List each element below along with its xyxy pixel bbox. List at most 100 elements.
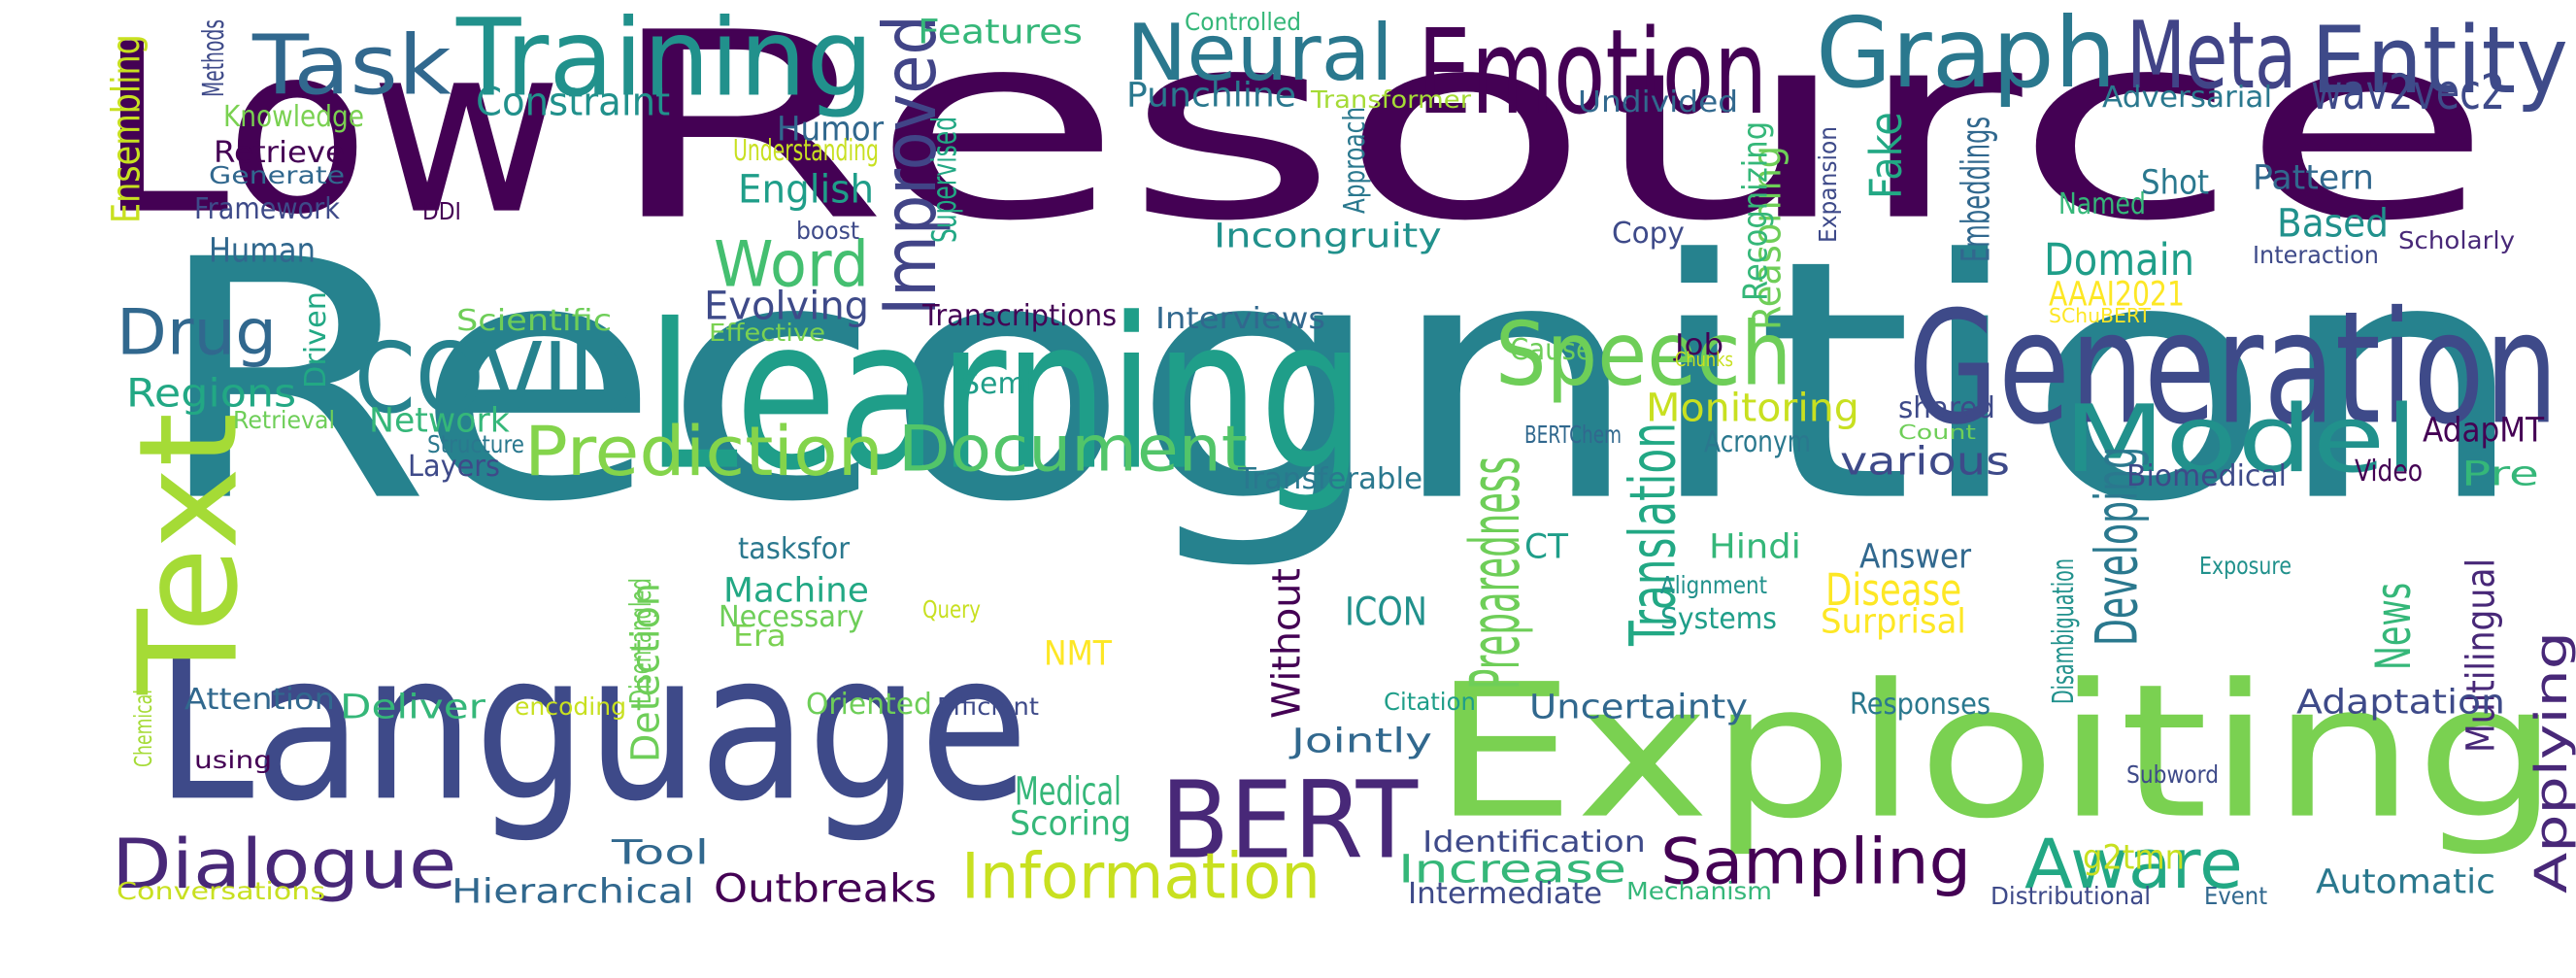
cloud-word: tasksfor	[738, 531, 851, 566]
cloud-word: Pre	[2461, 453, 2539, 493]
cloud-word: Controlled	[1185, 7, 1302, 36]
cloud-word: Automatic	[2316, 860, 2495, 901]
cloud-word: Neural	[1126, 7, 1393, 99]
cloud-word: Aware	[2024, 824, 2243, 904]
cloud-word: Scientific	[456, 303, 613, 338]
cloud-word: Driven	[298, 291, 333, 388]
cloud-word: AAAI2021	[2049, 273, 2185, 314]
cloud-word: Preparedness	[1455, 456, 1535, 690]
cloud-word: Domain	[2044, 233, 2195, 286]
cloud-word: Attention	[184, 682, 335, 717]
cloud-word: Mechanism	[1626, 876, 1773, 905]
cloud-word: Chunks	[1675, 348, 1733, 371]
cloud-word: Incongruity	[1214, 215, 1442, 255]
cloud-word: Outbreaks	[714, 865, 937, 912]
cloud-word: Generate	[209, 160, 346, 189]
cloud-word: Surprisal	[1821, 600, 1966, 641]
cloud-word: Prediction	[524, 411, 884, 491]
cloud-word: Jointly	[1291, 720, 1433, 760]
cloud-word: Interviews	[1155, 301, 1326, 336]
cloud-word: Hierarchical	[452, 870, 694, 911]
cloud-word: Embeddings	[1953, 116, 1999, 262]
cloud-word: Generation	[1908, 277, 2559, 459]
cloud-word: using	[194, 745, 273, 774]
cloud-word: Necessary	[719, 599, 864, 634]
cloud-word: Citation	[1384, 687, 1476, 716]
cloud-word: Evolving	[704, 283, 870, 329]
cloud-word: Disambiguation	[2046, 558, 2081, 704]
cloud-word: Constraint	[476, 79, 671, 125]
cloud-word: Features	[918, 11, 1083, 51]
cloud-word: Biomedical	[2126, 458, 2287, 493]
cloud-word: BERTChem	[1524, 420, 1623, 449]
cloud-word: Layers	[408, 449, 500, 484]
cloud-word: Hindi	[1709, 525, 1801, 566]
cloud-word: Event	[2204, 881, 2268, 910]
cloud-word: Applying	[2525, 631, 2576, 894]
cloud-word: Task	[252, 17, 452, 114]
cloud-word: Cause	[1510, 332, 1593, 367]
cloud-word: Undivided	[1578, 84, 1739, 119]
cloud-word: Semi	[961, 366, 1035, 401]
cloud-word: Pattern	[2253, 156, 2374, 197]
cloud-word: Emotion	[1418, 4, 1768, 141]
cloud-word: Punchline	[1126, 74, 1297, 115]
cloud-word: Detection	[622, 583, 669, 762]
cloud-word: Low	[97, 0, 563, 267]
cloud-word: DDI	[422, 196, 461, 225]
cloud-word: Graph	[1816, 0, 2117, 110]
cloud-word: NMT	[1044, 632, 1113, 673]
cloud-word: Disease	[1825, 563, 1962, 616]
cloud-word: Machine	[723, 569, 869, 610]
cloud-word: shared	[1898, 390, 1995, 425]
cloud-word: Approach	[1337, 106, 1372, 214]
cloud-word: Information	[961, 839, 1321, 914]
cloud-word: Subword	[2126, 759, 2220, 789]
cloud-word: Humor	[777, 108, 885, 149]
cloud-word: Training	[456, 0, 874, 120]
cloud-word: Era	[733, 619, 786, 654]
cloud-word: Model	[2063, 385, 2419, 493]
cloud-word: Structure	[427, 429, 525, 458]
cloud-word: g2tmn	[2083, 836, 2186, 877]
cloud-word: Retrieve	[214, 135, 345, 170]
cloud-word: Distributional	[1991, 881, 2152, 910]
cloud-word: AdapMT	[2423, 409, 2545, 450]
cloud-word: Ensembling	[103, 34, 150, 223]
cloud-word: Without	[1263, 568, 1310, 719]
cloud-word: Speech	[1495, 302, 1792, 406]
cloud-word: Text	[109, 412, 269, 694]
cloud-word: Copy	[1612, 216, 1685, 251]
cloud-word: CT	[1524, 525, 1568, 566]
cloud-word: Knowledge	[223, 99, 364, 134]
cloud-word: Language	[155, 608, 1029, 847]
cloud-word: Meta	[2126, 1, 2297, 110]
cloud-word: Monitoring	[1646, 385, 1859, 431]
cloud-word: Supervised	[923, 116, 964, 243]
cloud-word: Framework	[194, 191, 340, 226]
cloud-word: Systems	[1660, 601, 1777, 636]
cloud-word: Tool	[612, 831, 710, 872]
cloud-word: Exploiting	[1432, 643, 2560, 860]
cloud-word: Interaction	[2253, 240, 2379, 269]
cloud-word: Multilingual	[2458, 557, 2504, 753]
cloud-word: News	[2364, 582, 2423, 670]
cloud-word: Entity	[2311, 6, 2568, 115]
cloud-word: Retrieval	[233, 405, 336, 434]
cloud-word: Understanding	[733, 133, 879, 168]
cloud-word: Learning	[646, 272, 1365, 518]
cloud-word: Recognition	[151, 188, 2529, 576]
cloud-word: boost	[796, 216, 860, 245]
cloud-word: Count	[1898, 421, 1976, 444]
cloud-word: Video	[2355, 454, 2424, 489]
cloud-word: Increase	[1398, 846, 1627, 893]
cloud-word: Based	[2277, 200, 2389, 247]
cloud-word: BERT	[1160, 758, 1419, 883]
cloud-word: Scholarly	[2398, 225, 2516, 254]
cloud-word: Regions	[126, 370, 297, 417]
cloud-word: Transcriptions	[922, 298, 1118, 333]
cloud-word: Effective	[709, 318, 826, 347]
cloud-word: Transferable	[1238, 461, 1423, 496]
cloud-word: Job	[1675, 327, 1724, 362]
cloud-word: Drug	[117, 295, 277, 370]
